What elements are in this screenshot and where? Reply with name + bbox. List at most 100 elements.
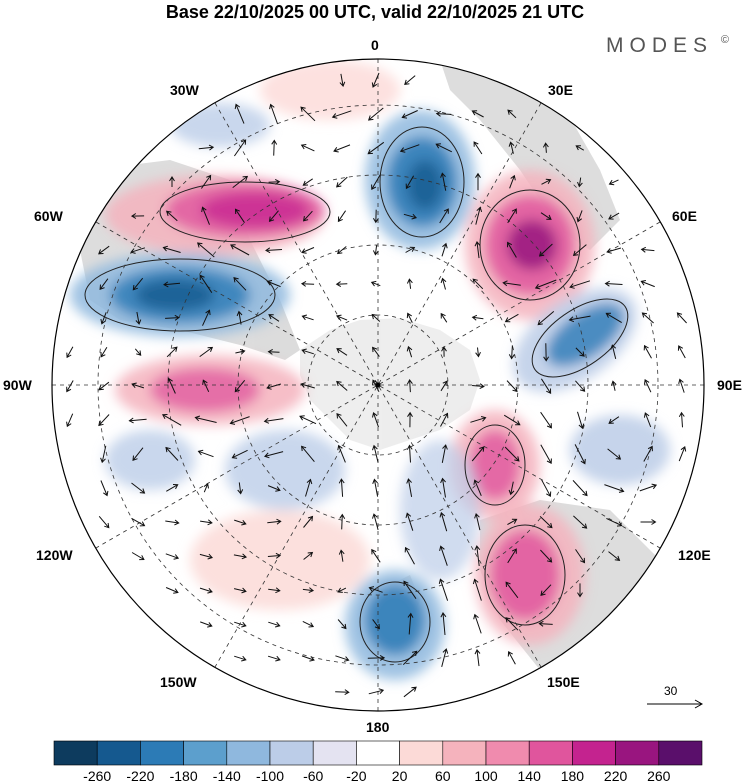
south-pole-marker <box>375 382 381 388</box>
colorbar-swatch <box>312 740 357 766</box>
wind-arrow <box>643 344 652 359</box>
wind-arrow <box>407 612 414 635</box>
wind-arrow <box>266 280 281 288</box>
wind-arrow <box>572 244 587 257</box>
wind-arrow <box>676 312 687 324</box>
wind-arrow <box>337 587 347 593</box>
colorbar-tick-label: -220 <box>126 768 155 784</box>
wind-arrow <box>66 346 74 359</box>
lon-label-30e: 30E <box>548 82 573 98</box>
wind-arrow <box>265 247 283 254</box>
wind-arrow <box>403 580 417 599</box>
lon-label-90w: 90W <box>3 377 32 393</box>
wind-arrow <box>337 619 347 630</box>
wind-arrow <box>608 179 619 186</box>
wind-arrow <box>336 348 348 356</box>
colorbar-swatch <box>269 740 314 766</box>
wind-arrow <box>263 451 284 459</box>
colorbar-tick-label: -60 <box>303 768 324 784</box>
lon-label-60e: 60E <box>672 208 697 224</box>
wind-arrow <box>441 444 448 463</box>
wind-arrow <box>403 686 417 698</box>
wind-arrow <box>337 210 347 223</box>
colorbar-swatch <box>183 740 228 766</box>
wind-arrow <box>202 309 211 326</box>
wind-arrow <box>263 417 284 424</box>
wind-arrow <box>540 444 552 465</box>
wind-arrow <box>301 247 315 254</box>
wind-arrow <box>372 412 379 428</box>
modes-logo: MODES © <box>606 34 729 57</box>
wind-arrow <box>302 210 313 222</box>
wind-arrow <box>575 145 585 151</box>
wind-arrow <box>440 312 448 323</box>
anomaly-blob <box>200 192 310 228</box>
anomaly-blob <box>407 160 443 210</box>
wind-arrow <box>572 480 588 497</box>
wind-arrow <box>643 445 653 462</box>
wind-arrow <box>233 277 247 291</box>
wind-arrow <box>268 178 281 185</box>
wind-arrow <box>439 511 448 532</box>
wind-arrow <box>472 383 485 390</box>
wind-arrow <box>507 650 516 665</box>
anomaly-blob <box>546 303 624 367</box>
wind-arrow <box>606 247 622 254</box>
wind-arrow <box>475 206 483 225</box>
wind-arrow <box>473 613 482 634</box>
wind-arrow <box>441 346 447 357</box>
wind-arrow <box>300 144 315 152</box>
wind-arrow <box>233 587 247 594</box>
colorbar-swatch <box>528 740 573 766</box>
colorbar-swatch <box>485 740 530 766</box>
wind-arrow <box>372 209 379 224</box>
wind-arrow <box>130 213 145 219</box>
anomaly-blob <box>570 415 670 485</box>
wind-arrow <box>540 549 553 563</box>
wind-arrow <box>301 348 314 355</box>
wind-arrow <box>537 311 555 326</box>
wind-arrow <box>471 314 484 321</box>
wind-arrow <box>604 280 623 287</box>
wind-arrow <box>336 176 348 188</box>
wind-arrow <box>234 655 247 662</box>
wind-arrow <box>371 174 381 191</box>
colorbar-swatch <box>658 740 703 766</box>
colorbar-tick-label: 260 <box>647 768 671 784</box>
colorbar-tick-label: 180 <box>560 768 585 784</box>
wind-arrow <box>300 106 316 122</box>
wind-arrow <box>194 415 217 423</box>
wind-arrow <box>371 313 381 322</box>
wind-arrow <box>372 346 380 357</box>
lon-label-90e: 90E <box>717 377 742 393</box>
wind-arrow <box>268 587 281 594</box>
lon-label-0: 0 <box>371 37 379 53</box>
wind-arrow <box>196 242 215 258</box>
wind-arrow <box>473 141 483 155</box>
wind-arrow <box>509 174 516 189</box>
wind-arrow <box>199 587 213 594</box>
wind-arrow <box>610 344 617 360</box>
wind-arrow <box>339 513 346 530</box>
wind-arrow <box>641 312 654 324</box>
wind-arrow <box>608 416 620 424</box>
wind-arrow <box>165 587 179 594</box>
wind-arrow <box>406 345 413 358</box>
wind-arrow <box>540 584 552 596</box>
wind-arrow <box>335 655 350 662</box>
wind-arrow <box>302 587 315 594</box>
wind-arrow <box>399 144 420 153</box>
wind-arrow <box>339 73 346 88</box>
wind-arrow <box>300 382 315 389</box>
contour-line <box>159 181 331 243</box>
wind-arrow <box>267 655 281 662</box>
wind-arrow <box>470 416 487 423</box>
wind-arrow <box>503 414 521 426</box>
chart-title: Base 22/10/2025 00 UTC, valid 22/10/2025… <box>165 2 585 22</box>
wind-vectors <box>66 72 687 698</box>
wind-arrow <box>474 648 481 667</box>
colorbar-swatch <box>442 740 487 766</box>
wind-arrow <box>131 517 146 527</box>
wind-arrow <box>471 110 484 118</box>
wind-arrow <box>508 345 515 360</box>
